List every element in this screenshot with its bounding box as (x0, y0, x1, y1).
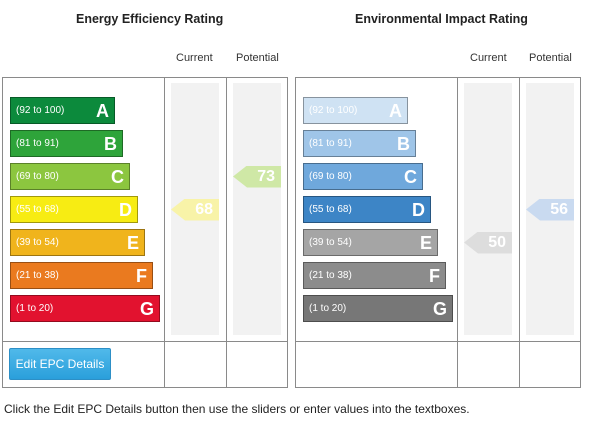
rating-band-e: (39 to 54) E (10, 229, 145, 256)
environmental-current-slider-track[interactable] (464, 83, 512, 335)
band-range-label: (92 to 100) (309, 105, 358, 116)
divider (519, 78, 520, 387)
rating-band-d: (55 to 68) D (10, 196, 138, 223)
energy-rating-panel: (92 to 100) A (81 to 91) B (69 to 80) C (55 to… (2, 77, 288, 388)
divider (3, 341, 287, 342)
band-range-label: (55 to 68) (16, 204, 59, 215)
band-letter: A (389, 101, 402, 121)
rating-band-f: (21 to 38) F (303, 262, 446, 289)
rating-band-c: (69 to 80) C (10, 163, 130, 190)
band-range-label: (92 to 100) (16, 105, 65, 116)
band-range-label: (69 to 80) (309, 171, 352, 182)
divider (164, 78, 165, 387)
band-letter: E (419, 233, 432, 253)
band-letter: C (404, 167, 417, 187)
band-range-label: (1 to 20) (309, 303, 347, 314)
energy-current-header: Current (176, 52, 213, 64)
band-range-label: (21 to 38) (16, 270, 59, 281)
band-range-label: (81 to 91) (309, 138, 352, 149)
band-letter: C (111, 167, 124, 187)
band-range-label: (1 to 20) (16, 303, 54, 314)
band-range-label: (39 to 54) (16, 237, 59, 248)
rating-band-d: (55 to 68) D (303, 196, 431, 223)
rating-band-e: (39 to 54) E (303, 229, 438, 256)
environmental-rating-panel: (92 to 100) A (81 to 91) B (69 to 80) C (55 to… (295, 77, 581, 388)
rating-band-f: (21 to 38) F (10, 262, 153, 289)
divider (296, 341, 580, 342)
band-letter: G (432, 299, 447, 319)
rating-band-c: (69 to 80) C (303, 163, 423, 190)
band-letter: D (412, 200, 425, 220)
band-letter: F (136, 266, 147, 286)
edit-epc-details-button[interactable]: Edit EPC Details (9, 348, 111, 380)
band-letter: D (119, 200, 132, 220)
band-range-label: (81 to 91) (16, 138, 59, 149)
band-range-label: (39 to 54) (309, 237, 352, 248)
energy-current-rating-arrow[interactable]: 68 (171, 198, 219, 221)
band-range-label: (55 to 68) (309, 204, 352, 215)
energy-potential-rating-arrow[interactable]: 73 (233, 165, 281, 188)
rating-band-g: (1 to 20) G (10, 295, 160, 322)
band-range-label: (21 to 38) (309, 270, 352, 281)
rating-band-a: (92 to 100) A (303, 97, 408, 124)
environmental-current-header: Current (470, 52, 507, 64)
rating-band-g: (1 to 20) G (303, 295, 453, 322)
environmental-potential-header: Potential (529, 52, 572, 64)
rating-band-a: (92 to 100) A (10, 97, 115, 124)
divider (457, 78, 458, 387)
band-letter: B (104, 134, 117, 154)
rating-band-b: (81 to 91) B (10, 130, 123, 157)
rating-band-b: (81 to 91) B (303, 130, 416, 157)
energy-efficiency-title: Energy Efficiency Rating (76, 12, 224, 26)
instructions-text: Click the Edit EPC Details button then u… (4, 402, 470, 416)
band-letter: G (139, 299, 154, 319)
energy-potential-slider-track[interactable] (233, 83, 281, 335)
environmental-potential-rating-arrow[interactable]: 56 (526, 198, 574, 221)
band-letter: A (96, 101, 109, 121)
energy-potential-header: Potential (236, 52, 279, 64)
environmental-current-rating-arrow[interactable]: 50 (464, 231, 512, 254)
divider (226, 78, 227, 387)
environmental-impact-title: Environmental Impact Rating (355, 12, 528, 26)
band-letter: E (126, 233, 139, 253)
band-letter: B (397, 134, 410, 154)
band-range-label: (69 to 80) (16, 171, 59, 182)
band-letter: F (429, 266, 440, 286)
